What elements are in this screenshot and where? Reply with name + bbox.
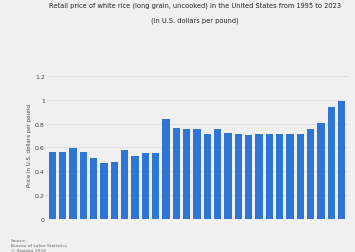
Bar [235, 134, 242, 219]
Text: Retail price of white rice (long grain, uncooked) in the United States from 1995: Retail price of white rice (long grain, … [49, 3, 341, 9]
Bar [193, 130, 201, 219]
Bar [255, 134, 263, 219]
Bar [59, 152, 66, 219]
Bar [297, 134, 304, 219]
Bar [162, 119, 170, 219]
Bar [152, 153, 159, 219]
Bar [90, 158, 97, 219]
Bar [266, 134, 273, 219]
Y-axis label: Price in U.S. dollars per pound: Price in U.S. dollars per pound [27, 104, 32, 186]
Bar [214, 130, 221, 219]
Bar [328, 107, 335, 219]
Bar [80, 152, 87, 219]
Bar [245, 135, 252, 219]
Bar [276, 134, 283, 219]
Bar [49, 152, 56, 219]
Bar [224, 134, 232, 219]
Bar [286, 134, 294, 219]
Bar [142, 153, 149, 219]
Bar [111, 162, 118, 219]
Bar [131, 156, 139, 219]
Text: (in U.S. dollars per pound): (in U.S. dollars per pound) [151, 18, 239, 24]
Bar [121, 151, 128, 219]
Bar [338, 101, 345, 219]
Text: Source:
Bureau of Labor Statistics
© Statista 2024: Source: Bureau of Labor Statistics © Sta… [11, 238, 67, 252]
Bar [183, 130, 190, 219]
Bar [307, 129, 314, 219]
Bar [69, 148, 77, 219]
Bar [317, 124, 325, 219]
Bar [100, 164, 108, 219]
Bar [204, 134, 211, 219]
Bar [173, 129, 180, 219]
